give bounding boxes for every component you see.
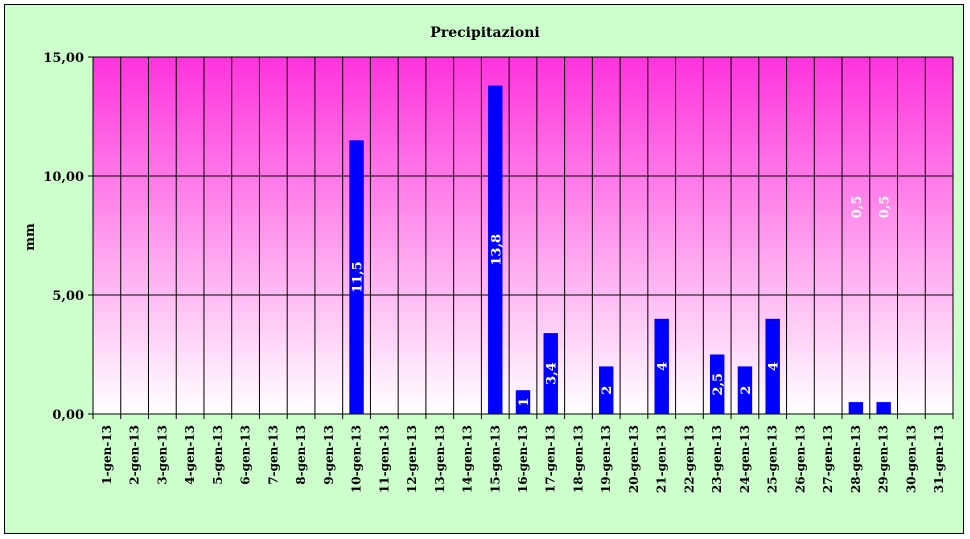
data-label: 4 — [767, 362, 782, 371]
x-tick-label: 12-gen-13 — [405, 425, 419, 493]
y-tick-label: 0,00 — [52, 408, 84, 423]
data-label: 13,8 — [489, 234, 504, 266]
x-tick-label: 18-gen-13 — [571, 425, 585, 493]
x-tick-label: 9-gen-13 — [322, 425, 336, 485]
x-tick-label: 1-gen-13 — [100, 425, 114, 485]
data-label: 11,5 — [351, 261, 366, 293]
bar — [599, 366, 614, 414]
x-tick-label: 30-gen-13 — [904, 425, 918, 493]
x-tick-label: 8-gen-13 — [294, 425, 308, 485]
data-label: 2 — [739, 386, 754, 395]
data-label: 1 — [517, 398, 532, 407]
bar — [765, 318, 780, 414]
x-tick-label: 21-gen-13 — [655, 425, 669, 493]
bar — [737, 366, 753, 414]
x-tick-label: 4-gen-13 — [183, 425, 197, 485]
x-tick-label: 2-gen-13 — [128, 425, 142, 485]
bar — [654, 318, 669, 414]
y-tick-label: 15,00 — [43, 51, 84, 66]
x-tick-label: 10-gen-13 — [350, 425, 364, 493]
bar — [709, 354, 725, 414]
data-label: 2,5 — [711, 373, 726, 396]
y-tick-label: 5,00 — [52, 289, 84, 304]
bar — [349, 140, 364, 415]
x-tick-label: 22-gen-13 — [682, 425, 696, 493]
data-label: 0,5 — [850, 196, 865, 219]
x-tick-label: 3-gen-13 — [155, 425, 169, 485]
x-tick-label: 7-gen-13 — [266, 425, 280, 485]
x-tick-label: 19-gen-13 — [599, 425, 613, 493]
chart-frame: Precipitazioni mm 11,5 13,8 1 3,4 2 4 2,5 2 4 0,5… — [4, 4, 964, 534]
x-tick-label: 15-gen-13 — [488, 425, 502, 493]
x-tick-label: 31-gen-13 — [932, 425, 946, 493]
bar — [848, 402, 864, 414]
x-tick-label: 25-gen-13 — [766, 425, 780, 493]
chart-title: Precipitazioni — [430, 25, 539, 41]
x-tick-label: 23-gen-13 — [710, 425, 724, 493]
x-tick-label: 27-gen-13 — [821, 425, 835, 493]
x-tick-label: 11-gen-13 — [377, 425, 391, 493]
data-label: 4 — [656, 362, 671, 371]
x-tick-label: 24-gen-13 — [738, 425, 752, 493]
plot-area — [93, 57, 953, 414]
x-tick-label: 6-gen-13 — [239, 425, 253, 485]
bar — [543, 333, 558, 414]
y-tick-label: 10,00 — [43, 170, 84, 185]
x-tick-label: 16-gen-13 — [516, 425, 530, 493]
x-tick-label: 13-gen-13 — [433, 425, 447, 493]
x-tick-label: 5-gen-13 — [211, 425, 225, 485]
bar — [515, 390, 531, 414]
data-label: 2 — [600, 386, 615, 395]
x-tick-label: 29-gen-13 — [877, 425, 891, 493]
x-tick-label: 26-gen-13 — [793, 425, 807, 493]
y-axis-label: mm — [23, 223, 38, 251]
bar — [488, 85, 503, 414]
x-tick-label: 17-gen-13 — [544, 425, 558, 493]
bar — [876, 402, 891, 414]
x-tick-label: 20-gen-13 — [627, 425, 641, 493]
data-label: 3,4 — [545, 362, 560, 385]
x-tick-label: 28-gen-13 — [849, 425, 863, 493]
data-label: 0,5 — [878, 196, 893, 219]
x-tick-label: 14-gen-13 — [461, 425, 475, 493]
precipitation-chart: Precipitazioni mm 11,5 13,8 1 3,4 2 4 2,5 2 4 0,5… — [23, 25, 954, 493]
